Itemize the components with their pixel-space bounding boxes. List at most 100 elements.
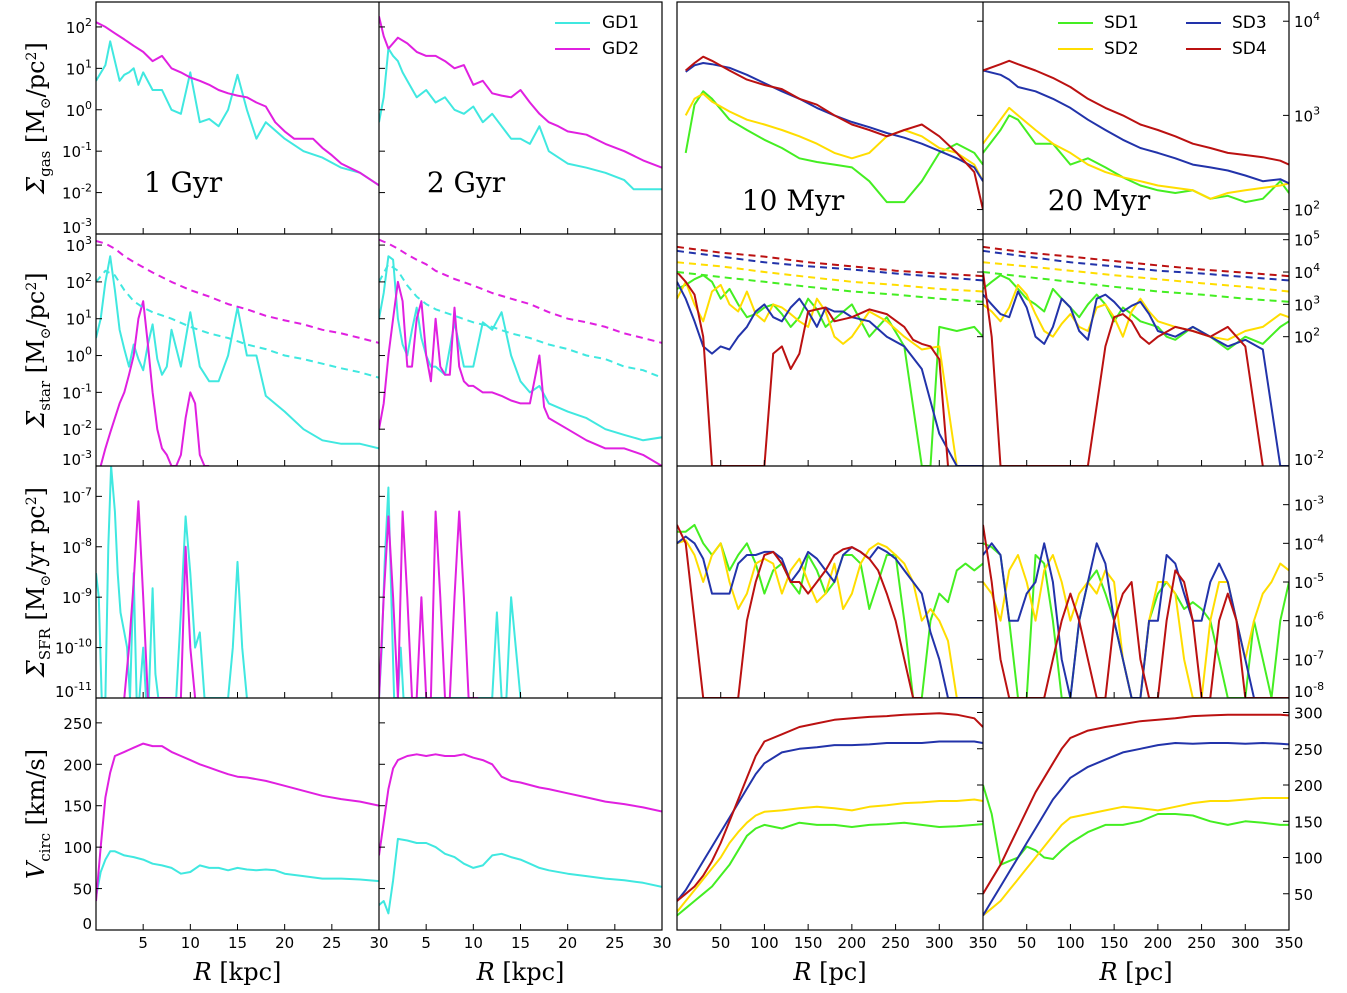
x-tick-label: 10 — [181, 934, 200, 952]
plot-area — [96, 21, 379, 187]
series-line-sd1 — [677, 821, 983, 917]
series-line-sd3-total — [983, 249, 1289, 282]
y-tick-label: 10-5 — [1294, 571, 1324, 592]
series-line-sd1 — [983, 114, 1289, 204]
plot-area — [677, 245, 983, 466]
x-tick-label: 5 — [138, 934, 148, 952]
series-line-gd2-total — [379, 238, 662, 344]
y-tick-label: 104 — [1294, 10, 1320, 31]
series-line-gd2 — [96, 742, 379, 902]
x-tick-label: 50 — [1017, 934, 1036, 952]
x-tick-label: 15 — [511, 934, 530, 952]
y-tick-label: 10-7 — [62, 485, 92, 506]
y-tick-label: 102 — [66, 16, 92, 37]
plot-area — [677, 523, 983, 698]
panel-grid — [95, 1, 1290, 931]
series-line-gd2 — [379, 16, 662, 169]
y-tick-label: 150 — [63, 798, 92, 816]
legend-label: SD2 — [1104, 39, 1139, 59]
y-tick-label: 150 — [1294, 813, 1323, 831]
series-line-sd1-total — [677, 271, 983, 303]
y-tick-label: 10-11 — [55, 680, 92, 701]
y-tick-label: 101 — [66, 57, 92, 78]
y-tick-label: 10-6 — [1294, 610, 1324, 631]
axis-labels: Σgas [M⊙/pc2] Σstar [M⊙/pc2] ΣSFR [M⊙/yr p… — [22, 42, 1173, 986]
x-tick-label: 200 — [838, 934, 867, 952]
y-axis-label: Σstar [M⊙/pc2] — [22, 272, 54, 428]
x-axis-label: R [pc] — [792, 958, 866, 986]
x-axis-label: R [pc] — [1098, 958, 1172, 986]
series-line-sd4 — [983, 713, 1289, 895]
y-tick-label: 10-7 — [1294, 648, 1324, 669]
series-line-gd2-total — [96, 239, 379, 344]
series-line-gd1 — [96, 850, 379, 898]
y-tick-label: 103 — [66, 234, 92, 255]
series-line-gd1 — [379, 837, 662, 915]
legend-label: SD1 — [1104, 13, 1139, 33]
y-axis-label: ΣSFR [M⊙/yr pc2] — [22, 487, 54, 678]
plot-area — [379, 486, 522, 698]
series-line-sd3 — [677, 740, 983, 902]
y-tick-label: 250 — [1294, 741, 1323, 759]
y-tick-label: 10-9 — [62, 586, 92, 607]
y-tick-label: 10-1 — [62, 381, 92, 402]
series-line-sd2 — [677, 539, 983, 698]
y-tick-label: 103 — [1294, 293, 1320, 314]
y-tick-label: 10-2 — [62, 182, 92, 203]
series-line-gd2 — [99, 300, 210, 466]
y-tick-label: 250 — [63, 715, 92, 733]
series-line-gd2 — [379, 753, 662, 856]
series-line-gd2 — [379, 280, 662, 466]
series-line-gd1-total — [379, 263, 662, 379]
series-line-sd2 — [684, 92, 983, 182]
x-tick-label: 30 — [369, 934, 388, 952]
series-line-sd2 — [983, 797, 1289, 917]
x-tick-label: 100 — [750, 934, 779, 952]
x-tick-label: 200 — [1144, 934, 1173, 952]
y-tick-label: 10-10 — [55, 637, 92, 658]
y-axis-label: Σgas [M⊙/pc2] — [22, 42, 54, 195]
series-line-sd3 — [983, 69, 1289, 185]
y-tick-label: 100 — [66, 345, 92, 366]
y-tick-label: 10-8 — [1294, 680, 1324, 701]
plot-area — [379, 753, 662, 915]
x-tick-label: 15 — [228, 934, 247, 952]
x-tick-label: 150 — [794, 934, 823, 952]
series-line-gd2 — [96, 21, 379, 187]
series-line-sd3 — [677, 281, 983, 466]
series-line-sd4 — [685, 55, 983, 210]
series-line-sd2 — [983, 283, 1289, 341]
x-tick-label: 20 — [558, 934, 577, 952]
legend-label: GD2 — [602, 39, 639, 59]
x-tick-label: 50 — [711, 934, 730, 952]
y-tick-label: 300 — [1294, 705, 1323, 723]
x-tick-label: 100 — [1056, 934, 1085, 952]
y-tick-label: 10-3 — [62, 448, 92, 469]
y-tick-label: 102 — [66, 271, 92, 292]
y-tick-label: 100 — [1294, 850, 1323, 868]
x-tick-label: 300 — [925, 934, 954, 952]
y-tick-label: 104 — [1294, 261, 1320, 282]
plot-area — [96, 742, 379, 902]
series-line-sd1 — [677, 274, 983, 466]
plot-area — [96, 239, 379, 466]
y-tick-label: 0 — [82, 915, 92, 933]
series-line-sd4 — [983, 59, 1289, 166]
x-tick-label: 5 — [421, 934, 431, 952]
series-line-gd1 — [96, 466, 248, 698]
y-tick-label: 100 — [63, 839, 92, 857]
series-line-sd4 — [677, 271, 949, 466]
series-line-gd2 — [379, 510, 479, 698]
plot-area — [983, 524, 1289, 698]
series-line-sd4-total — [983, 245, 1289, 278]
series-line-sd1 — [983, 542, 1289, 698]
series-line-sd4 — [677, 524, 922, 698]
x-axis-label: R [kpc] — [193, 958, 282, 986]
y-tick-label: 10-4 — [1294, 532, 1324, 553]
x-tick-label: 300 — [1231, 934, 1260, 952]
series-line-gd1-total — [96, 269, 379, 379]
series-line-sd4-total — [677, 245, 983, 278]
plot-area — [983, 245, 1289, 466]
x-tick-label: 30 — [652, 934, 671, 952]
y-tick-label: 200 — [1294, 777, 1323, 795]
